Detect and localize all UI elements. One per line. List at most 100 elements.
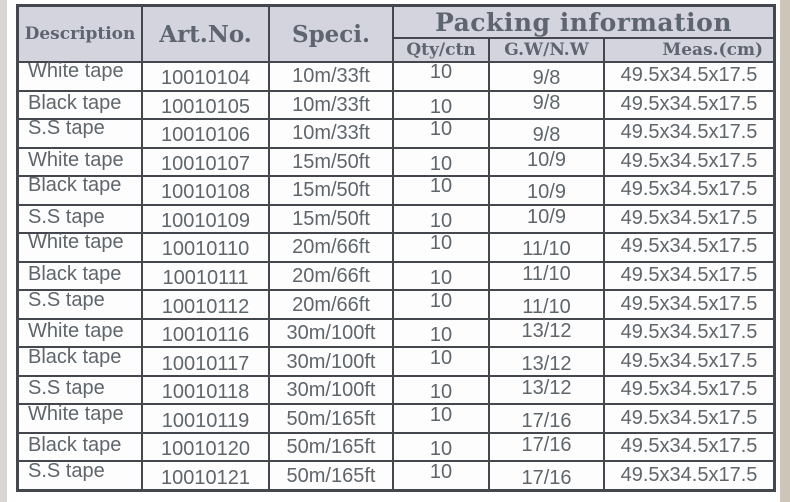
cell-speci-text: 15m/50ft (292, 179, 370, 202)
cell-meas-cm-text: 49.5x34.5x17.5 (620, 121, 758, 144)
cell-qty-ctn: 10 (394, 462, 488, 489)
cell-speci: 30m/100ft (270, 319, 392, 347)
column-header-qty-ctn: Qty/ctn (394, 39, 488, 61)
cell-gw-nw-text: 9/8 (532, 91, 561, 114)
cell-meas-cm: 49.5x34.5x17.5 (605, 462, 773, 489)
cell-meas-cm-text: 49.5x34.5x17.5 (620, 463, 758, 486)
cell-meas-cm: 49.5x34.5x17.5 (605, 63, 773, 90)
cell-art-no-text: 10010105 (161, 95, 250, 118)
cell-description-text: White tape (28, 402, 124, 425)
cell-qty-ctn-text: 10 (429, 118, 453, 141)
cell-qty-ctn: 10 (394, 205, 488, 233)
cell-qty-ctn: 10 (394, 176, 488, 204)
cell-art-no: 10010109 (143, 205, 268, 233)
cell-speci: 10m/33ft (270, 63, 392, 90)
cell-speci-text: 30m/100ft (286, 322, 376, 345)
cell-art-no-text: 10010104 (161, 67, 250, 90)
cell-art-no-text: 10010112 (161, 295, 250, 318)
cell-meas-cm-text: 49.5x34.5x17.5 (620, 64, 758, 87)
cell-speci-text: 30m/100ft (286, 379, 376, 402)
cell-gw-nw: 9/8 (490, 120, 603, 147)
cell-qty-ctn-text: 10 (429, 460, 453, 483)
cell-qty-ctn: 10 (394, 319, 488, 347)
cell-description-text: Black tape (28, 262, 122, 285)
cell-meas-cm-text: 49.5x34.5x17.5 (620, 321, 758, 344)
cell-gw-nw: 17/16 (490, 433, 603, 461)
cell-description: Black tape (19, 347, 141, 375)
cell-meas-cm-text: 49.5x34.5x17.5 (620, 149, 758, 172)
cell-meas-cm: 49.5x34.5x17.5 (605, 205, 773, 233)
cell-description-text: S.S tape (28, 117, 105, 140)
cell-gw-nw: 13/12 (490, 376, 603, 404)
cell-art-no-text: 10010106 (161, 124, 250, 147)
cell-gw-nw-text: 11/10 (522, 295, 571, 318)
cell-gw-nw-text: 13/12 (521, 320, 572, 343)
cell-meas-cm: 49.5x34.5x17.5 (605, 433, 773, 461)
cell-gw-nw-text: 17/16 (521, 434, 572, 457)
column-header-description: Description (19, 7, 141, 61)
cell-qty-ctn: 10 (394, 291, 488, 318)
cell-description: Black tape (19, 262, 141, 290)
cell-speci-text: 20m/66ft (292, 293, 370, 316)
cell-qty-ctn: 10 (394, 62, 488, 90)
cell-speci: 20m/66ft (270, 291, 392, 318)
cell-gw-nw-text: 9/8 (532, 124, 561, 147)
cell-description-text: S.S tape (28, 459, 105, 482)
page-right-edge (780, 0, 790, 502)
column-header-gw-nw: G.W/N.W (490, 39, 603, 61)
cell-qty-ctn-text: 10 (429, 289, 453, 312)
column-header-speci: Speci. (270, 7, 392, 61)
cell-gw-nw-text: 11/10 (522, 262, 571, 285)
cell-meas-cm-text: 49.5x34.5x17.5 (620, 349, 758, 372)
cell-art-no: 10010116 (143, 319, 268, 347)
cell-description: Black tape (19, 91, 141, 119)
cell-speci-text: 15m/50ft (292, 207, 370, 230)
cell-meas-cm: 49.5x34.5x17.5 (605, 376, 773, 404)
cell-gw-nw-text: 10/9 (527, 148, 566, 171)
cell-gw-nw-text: 13/12 (521, 377, 572, 400)
cell-speci: 20m/66ft (270, 262, 392, 290)
cell-gw-nw: 13/12 (490, 348, 603, 375)
cell-speci: 15m/50ft (270, 177, 392, 204)
cell-speci: 20m/66ft (270, 234, 392, 261)
cell-gw-nw: 9/8 (490, 63, 603, 90)
cell-description: S.S tape (19, 459, 141, 489)
cell-gw-nw-text: 17/16 (521, 409, 572, 432)
cell-speci-text: 50m/165ft (286, 407, 376, 430)
cell-meas-cm-text: 49.5x34.5x17.5 (620, 435, 758, 458)
cell-description: Black tape (19, 175, 141, 204)
cell-gw-nw: 17/16 (490, 405, 603, 432)
cell-qty-ctn-text: 10 (429, 346, 453, 369)
cell-description: White tape (19, 402, 141, 432)
cell-art-no-text: 10010118 (161, 381, 250, 404)
cell-art-no: 10010121 (143, 462, 268, 489)
cell-qty-ctn: 10 (394, 148, 488, 176)
cell-art-no: 10010118 (143, 376, 268, 404)
cell-art-no: 10010110 (143, 234, 268, 261)
cell-description: White tape (19, 148, 141, 176)
cell-gw-nw-text: 9/8 (532, 67, 561, 90)
cell-speci-text: 50m/165ft (286, 436, 376, 459)
cell-gw-nw: 11/10 (490, 262, 603, 290)
cell-qty-ctn: 10 (394, 262, 488, 290)
cell-meas-cm-text: 49.5x34.5x17.5 (620, 263, 758, 286)
cell-meas-cm: 49.5x34.5x17.5 (605, 177, 773, 204)
cell-description-text: Black tape (28, 91, 122, 114)
cell-qty-ctn: 10 (394, 348, 488, 375)
cell-gw-nw: 11/10 (490, 234, 603, 261)
cell-meas-cm-text: 49.5x34.5x17.5 (620, 378, 758, 401)
cell-art-no: 10010117 (143, 348, 268, 375)
cell-speci-text: 15m/50ft (292, 150, 370, 173)
cell-meas-cm: 49.5x34.5x17.5 (605, 319, 773, 347)
cell-meas-cm: 49.5x34.5x17.5 (605, 91, 773, 119)
cell-description-text: White tape (28, 60, 124, 83)
cell-qty-ctn-text: 10 (429, 438, 453, 461)
cell-qty-ctn-text: 10 (429, 95, 453, 118)
cell-description: Black tape (19, 433, 141, 461)
cell-art-no-text: 10010109 (161, 209, 250, 232)
cell-art-no: 10010105 (143, 91, 268, 119)
cell-art-no: 10010119 (143, 405, 268, 432)
cell-description-text: White tape (28, 148, 124, 171)
cell-art-no: 10010111 (143, 262, 268, 290)
cell-meas-cm: 49.5x34.5x17.5 (605, 262, 773, 290)
